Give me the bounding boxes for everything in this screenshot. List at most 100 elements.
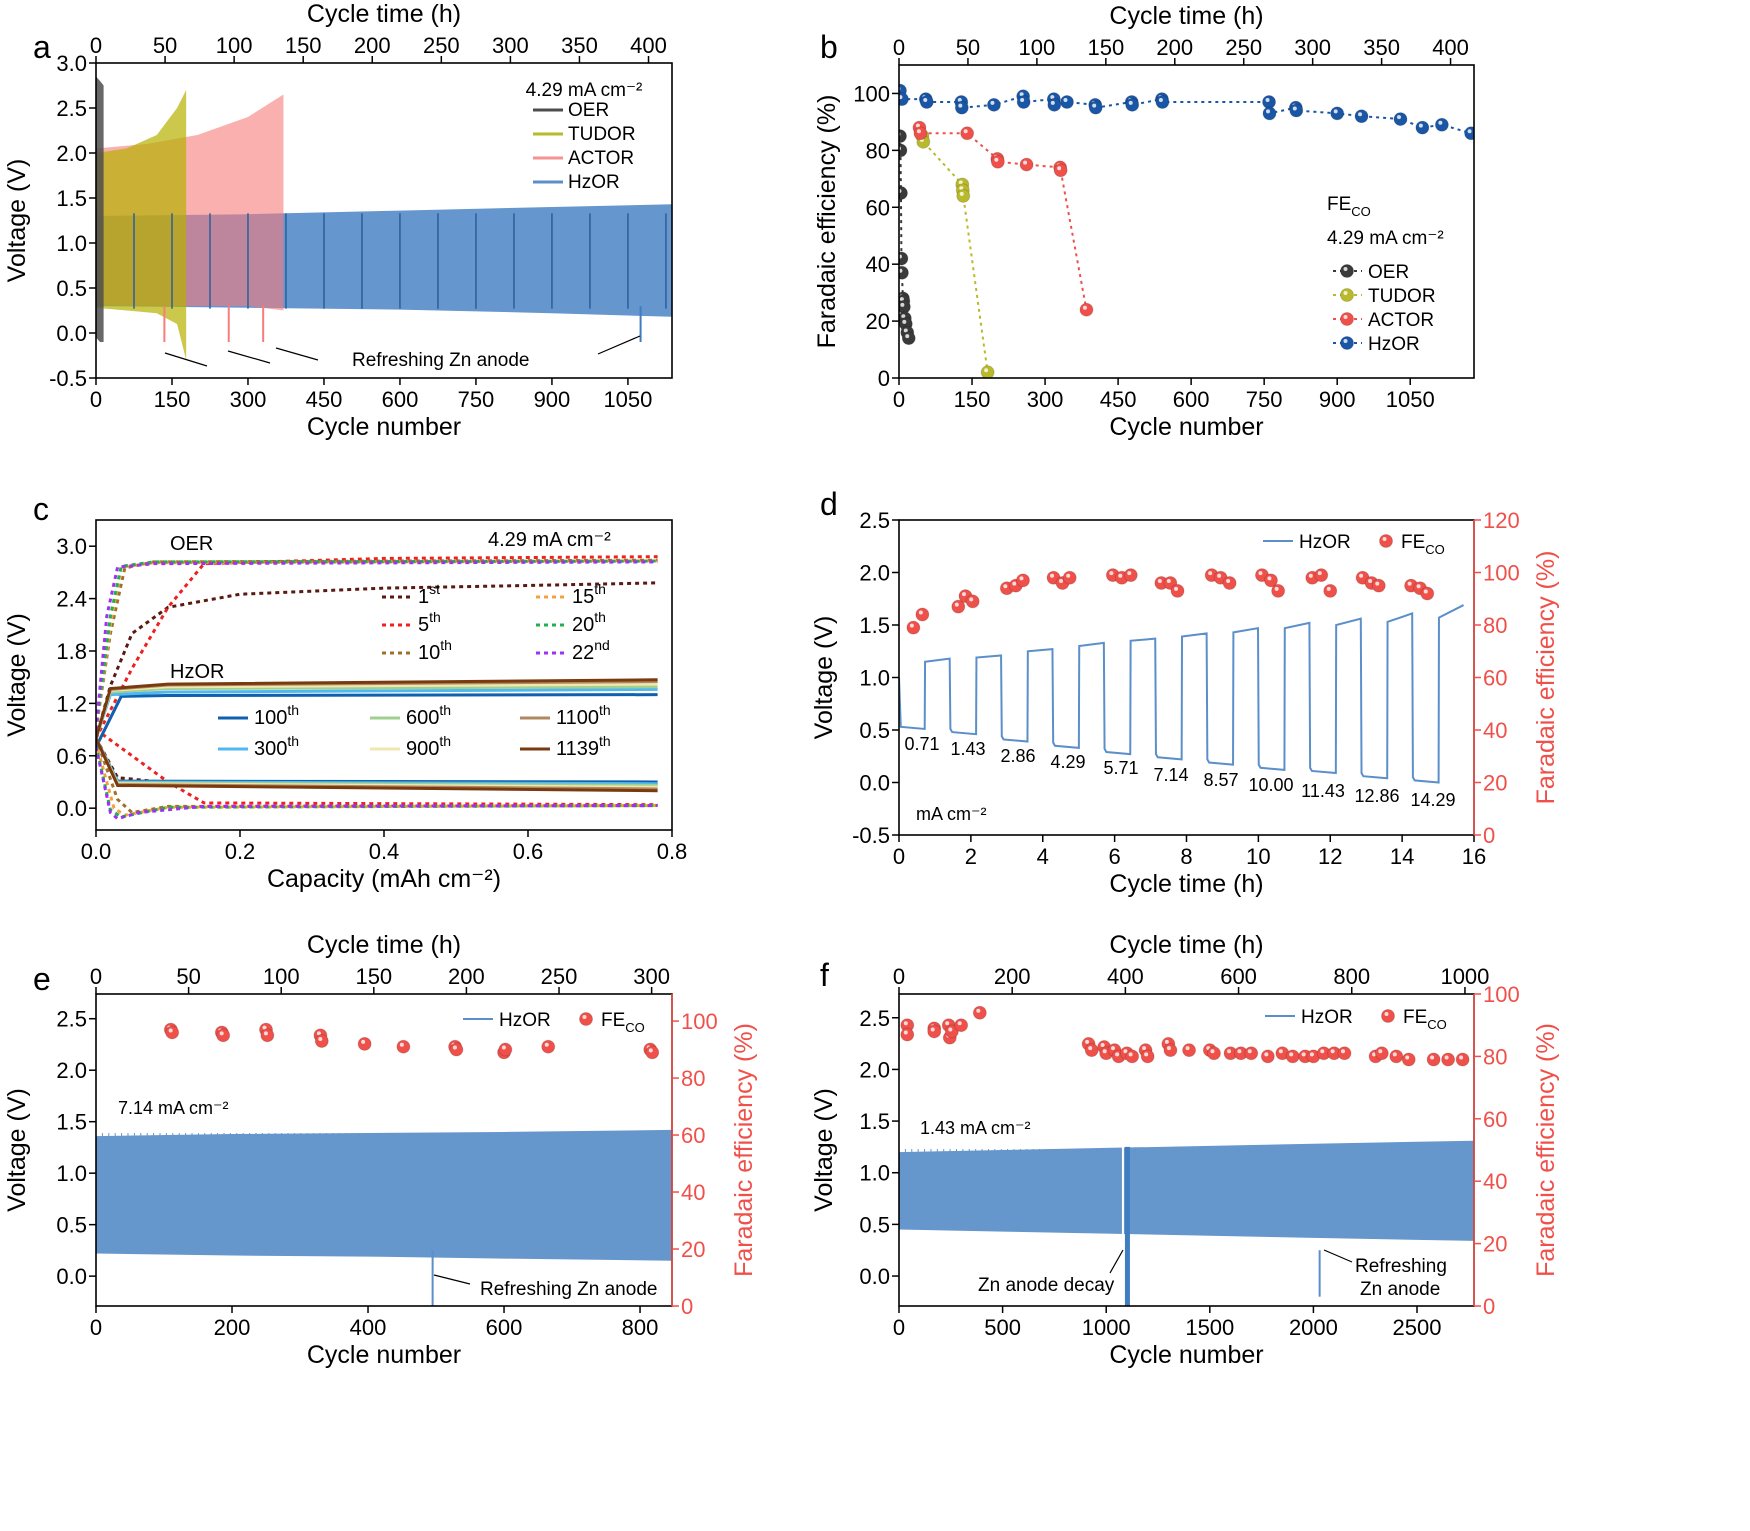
legend-marker-ACTOR-highlight bbox=[1343, 315, 1348, 319]
x2-tick-label: 150 bbox=[1087, 35, 1124, 60]
fe-point-highlight bbox=[1166, 579, 1171, 583]
fe-point-highlight bbox=[544, 1042, 549, 1047]
point-HzOR bbox=[1464, 126, 1474, 141]
x2-tick-label: 400 bbox=[1432, 35, 1469, 60]
x2-tick-label: 100 bbox=[263, 964, 300, 989]
point-ACTOR bbox=[1079, 302, 1094, 317]
legend-label: ACTOR bbox=[1368, 310, 1434, 331]
y-axis-title: Voltage (V) bbox=[3, 159, 31, 283]
y2-axis-title: Faradaic efficiency (%) bbox=[730, 1023, 758, 1277]
point-OER-highlight bbox=[903, 328, 908, 333]
x2-tick-label: 0 bbox=[893, 964, 905, 989]
x2-tick-label: 50 bbox=[153, 33, 177, 58]
x-axis-title: Cycle number bbox=[1109, 413, 1263, 441]
fe-point bbox=[972, 1005, 987, 1020]
y-axis-title: Voltage (V) bbox=[3, 613, 31, 737]
legend-marker-TUDOR-highlight bbox=[1343, 291, 1348, 295]
x2-tick-label: 100 bbox=[1019, 35, 1056, 60]
point-HzOR bbox=[1330, 106, 1345, 121]
fe-point-highlight bbox=[361, 1039, 366, 1044]
fe-point-highlight bbox=[263, 1031, 268, 1036]
x2-tick-label: 50 bbox=[176, 964, 200, 989]
x-tick-label: 300 bbox=[1027, 387, 1064, 412]
legend-marker-ACTOR bbox=[1340, 312, 1354, 326]
legend-label: HzOR bbox=[499, 1010, 551, 1031]
plot-area bbox=[899, 83, 1474, 378]
y2-tick-label: 20 bbox=[1483, 771, 1507, 796]
fe-point-highlight bbox=[1059, 579, 1064, 583]
y-tick-label: 1.5 bbox=[56, 186, 87, 211]
y-tick-label: 20 bbox=[866, 309, 890, 334]
legend-marker-HzOR bbox=[1340, 336, 1354, 350]
x2-tick-label: 300 bbox=[633, 964, 670, 989]
fe-point bbox=[906, 620, 921, 635]
fe-point-highlight bbox=[1164, 1039, 1169, 1044]
point-HzOR-highlight bbox=[990, 100, 995, 105]
y-tick-label: 40 bbox=[866, 252, 890, 277]
fe-point-highlight bbox=[1309, 1052, 1314, 1057]
fe-point-highlight bbox=[1144, 1052, 1149, 1057]
y-tick-label: 0.5 bbox=[859, 1212, 890, 1237]
voltage-band bbox=[899, 1140, 1474, 1241]
voltage-profile bbox=[899, 604, 1465, 784]
legend-label: HzOR bbox=[1301, 1007, 1353, 1028]
fe-point bbox=[1441, 1052, 1456, 1067]
y-tick-label: 2.5 bbox=[56, 96, 87, 121]
point-HzOR-highlight bbox=[1158, 97, 1163, 102]
fe-point-highlight bbox=[1317, 571, 1322, 576]
fe-point-highlight bbox=[1185, 1046, 1190, 1051]
group-label: HzOR bbox=[170, 661, 224, 683]
y-tick-label: 0.0 bbox=[56, 796, 87, 821]
fe-point-highlight bbox=[1217, 573, 1222, 578]
curve-1139-charge bbox=[96, 678, 658, 739]
legend-marker-FE bbox=[1379, 534, 1393, 548]
y-tick-label: 0.0 bbox=[859, 1264, 890, 1289]
legend-marker-FE bbox=[1381, 1009, 1395, 1023]
legend-label: FECO bbox=[601, 1010, 645, 1035]
fe-point bbox=[1260, 1049, 1275, 1064]
x-tick-label: 10 bbox=[1246, 844, 1270, 869]
plot-area bbox=[96, 555, 658, 821]
point-HzOR bbox=[899, 92, 909, 107]
fe-point-highlight bbox=[1267, 576, 1272, 581]
point-OER-highlight bbox=[900, 302, 905, 307]
curve-1-charge bbox=[96, 581, 658, 739]
point-HzOR-highlight bbox=[958, 103, 963, 108]
x2-tick-label: 300 bbox=[492, 33, 529, 58]
fe-point-highlight bbox=[1237, 1049, 1242, 1054]
x-tick-label: 14 bbox=[1390, 844, 1414, 869]
point-HzOR-highlight bbox=[1266, 109, 1271, 114]
x-tick-label: 150 bbox=[954, 387, 991, 412]
decay-spike bbox=[1124, 1146, 1130, 1306]
fe-point bbox=[216, 1028, 231, 1043]
y-tick-label: 0.0 bbox=[56, 1264, 87, 1289]
fe-point bbox=[1015, 573, 1030, 588]
fe-point bbox=[944, 1024, 959, 1039]
fe-point-highlight bbox=[1166, 1046, 1171, 1051]
x-tick-label: 900 bbox=[1319, 387, 1356, 412]
point-HzOR bbox=[1262, 106, 1277, 121]
fe-point bbox=[965, 594, 980, 609]
annotation: 7.14 mA cm⁻² bbox=[118, 1098, 229, 1118]
legend-label: HzOR bbox=[1299, 532, 1351, 553]
unit-label: mA cm⁻² bbox=[916, 804, 987, 824]
annotation: 4.29 mA cm⁻² bbox=[488, 529, 611, 551]
x2-tick-label: 150 bbox=[355, 964, 392, 989]
fe-point-highlight bbox=[1392, 1052, 1397, 1057]
x-tick-label: 2500 bbox=[1393, 1315, 1442, 1340]
x2-tick-label: 800 bbox=[1333, 964, 1370, 989]
legend-title: 4.29 mA cm⁻² bbox=[526, 80, 643, 101]
x-tick-label: 2000 bbox=[1289, 1315, 1338, 1340]
current-density-label: 0.71 bbox=[904, 734, 939, 754]
panel-letter: d bbox=[820, 486, 838, 522]
point-HzOR-highlight bbox=[1063, 97, 1068, 102]
panel-letter: f bbox=[820, 957, 829, 993]
x-tick-label: 16 bbox=[1462, 844, 1486, 869]
point-OER-highlight bbox=[899, 268, 903, 273]
x-tick-label: 12 bbox=[1318, 844, 1342, 869]
x-tick-label: 600 bbox=[1173, 387, 1210, 412]
fe-point bbox=[260, 1028, 275, 1043]
point-TUDOR-highlight bbox=[958, 180, 963, 185]
fe-point-highlight bbox=[1444, 1055, 1449, 1060]
